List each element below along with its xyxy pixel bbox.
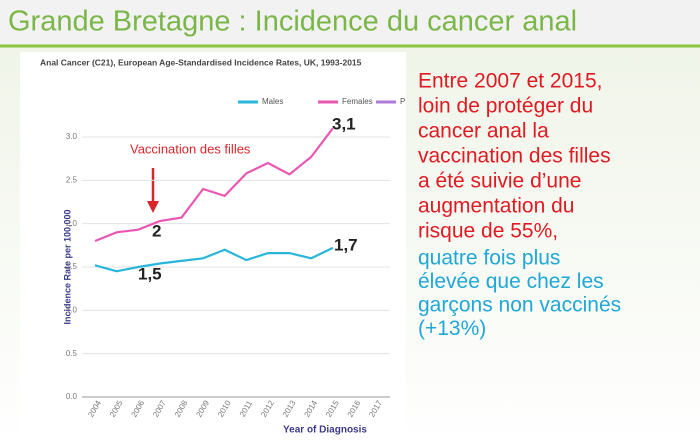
commentary-line: quatre fois plus [418, 247, 560, 270]
title-band [0, 0, 700, 46]
commentary-line: cancer anal la [418, 120, 549, 143]
y-tick-label: 2.0 [66, 219, 78, 228]
chart-panel [20, 52, 406, 445]
vaccination-arrowhead [147, 201, 159, 213]
commentary: Entre 2007 et 2015,loin de protéger duca… [418, 70, 621, 341]
y-tick-label: 1.5 [66, 262, 78, 271]
annotation: 1,5 [138, 264, 162, 283]
commentary-line: loin de protéger du [418, 95, 593, 118]
y-tick-label: 0.0 [66, 392, 78, 401]
commentary-line: augmentation du [418, 195, 574, 218]
commentary-line: Entre 2007 et 2015, [418, 70, 602, 93]
y-tick-label: 3.0 [66, 132, 78, 141]
chart-title: Anal Cancer (C21), European Age-Standard… [40, 57, 362, 67]
series-line [94, 246, 334, 273]
y-tick-label: 0.5 [66, 349, 78, 358]
commentary-line: (+13%) [418, 317, 486, 340]
commentary-line: vaccination des filles [418, 145, 611, 168]
x-axis-label: Year of Diagnosis [283, 425, 367, 436]
commentary-line: garçons non vaccinés [418, 294, 621, 317]
commentary-line: risque de 55%, [418, 220, 558, 243]
y-tick-label: 2.5 [66, 175, 78, 184]
annotation: 2 [152, 221, 161, 240]
series-line [94, 127, 334, 243]
legend-label: Males [262, 97, 283, 106]
y-axis-label: Incidence Rate per 100,000 [62, 209, 72, 324]
slide-title: Grande Bretagne : Incidence du cancer an… [8, 6, 577, 38]
commentary-line: a été suivie d’une [418, 170, 581, 193]
annotation: Vaccination des filles [130, 141, 251, 156]
legend-label: Females [342, 97, 373, 106]
annotation: 1,7 [334, 235, 358, 254]
commentary-line: élevée que chez les [418, 270, 604, 293]
legend-label: P [400, 97, 405, 106]
y-tick-label: 1.0 [66, 305, 78, 314]
annotation: 3,1 [332, 114, 356, 133]
